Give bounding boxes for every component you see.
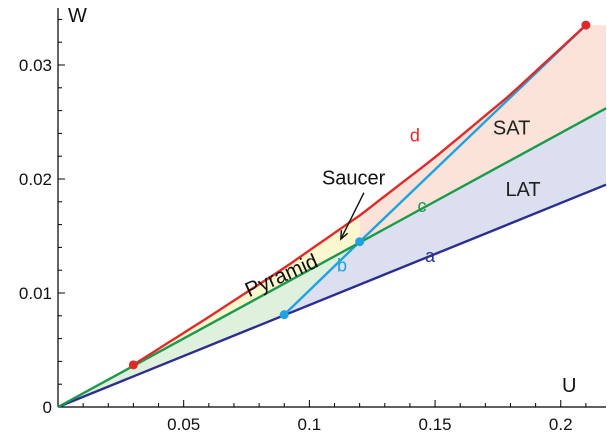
series-lines bbox=[57, 24, 607, 409]
saucer-arrow bbox=[340, 192, 365, 240]
annotation-a: a bbox=[425, 246, 436, 266]
y-tick-label: 0.02 bbox=[19, 170, 52, 189]
axes: 0.05 0.1 0.15 0.2 0 0.01 0.02 0.03 bbox=[19, 8, 606, 434]
region-lat bbox=[284, 108, 606, 316]
annotation-d: d bbox=[410, 125, 420, 145]
y-tick-label: 0.01 bbox=[19, 284, 52, 303]
series-line-d bbox=[132, 24, 587, 366]
annotation-b: b bbox=[337, 255, 347, 275]
region-sat bbox=[359, 25, 606, 243]
y-axis-label: W bbox=[68, 5, 87, 27]
series-line-a bbox=[57, 183, 607, 409]
x-tick-label: 0.05 bbox=[167, 415, 200, 434]
saucer-arrow-head bbox=[339, 230, 349, 241]
x-tick-label: 0.2 bbox=[549, 415, 573, 434]
data-point bbox=[279, 310, 289, 320]
series-line-c bbox=[57, 107, 607, 409]
y-tick-label: 0.03 bbox=[19, 56, 52, 75]
x-tick-label: 0.1 bbox=[298, 415, 322, 434]
annotation-c: c bbox=[417, 196, 426, 216]
x-axis-label: U bbox=[562, 375, 576, 397]
annotation-saucer: Saucer bbox=[322, 168, 386, 190]
y-tick-label: 0 bbox=[43, 398, 52, 417]
data-point bbox=[128, 360, 138, 370]
data-point bbox=[581, 20, 591, 30]
data-point bbox=[355, 237, 365, 247]
annotation-lat: LAT bbox=[505, 179, 540, 201]
x-tick-label: 0.15 bbox=[419, 415, 452, 434]
annotation-sat: SAT bbox=[493, 118, 530, 140]
series-points bbox=[128, 20, 591, 370]
